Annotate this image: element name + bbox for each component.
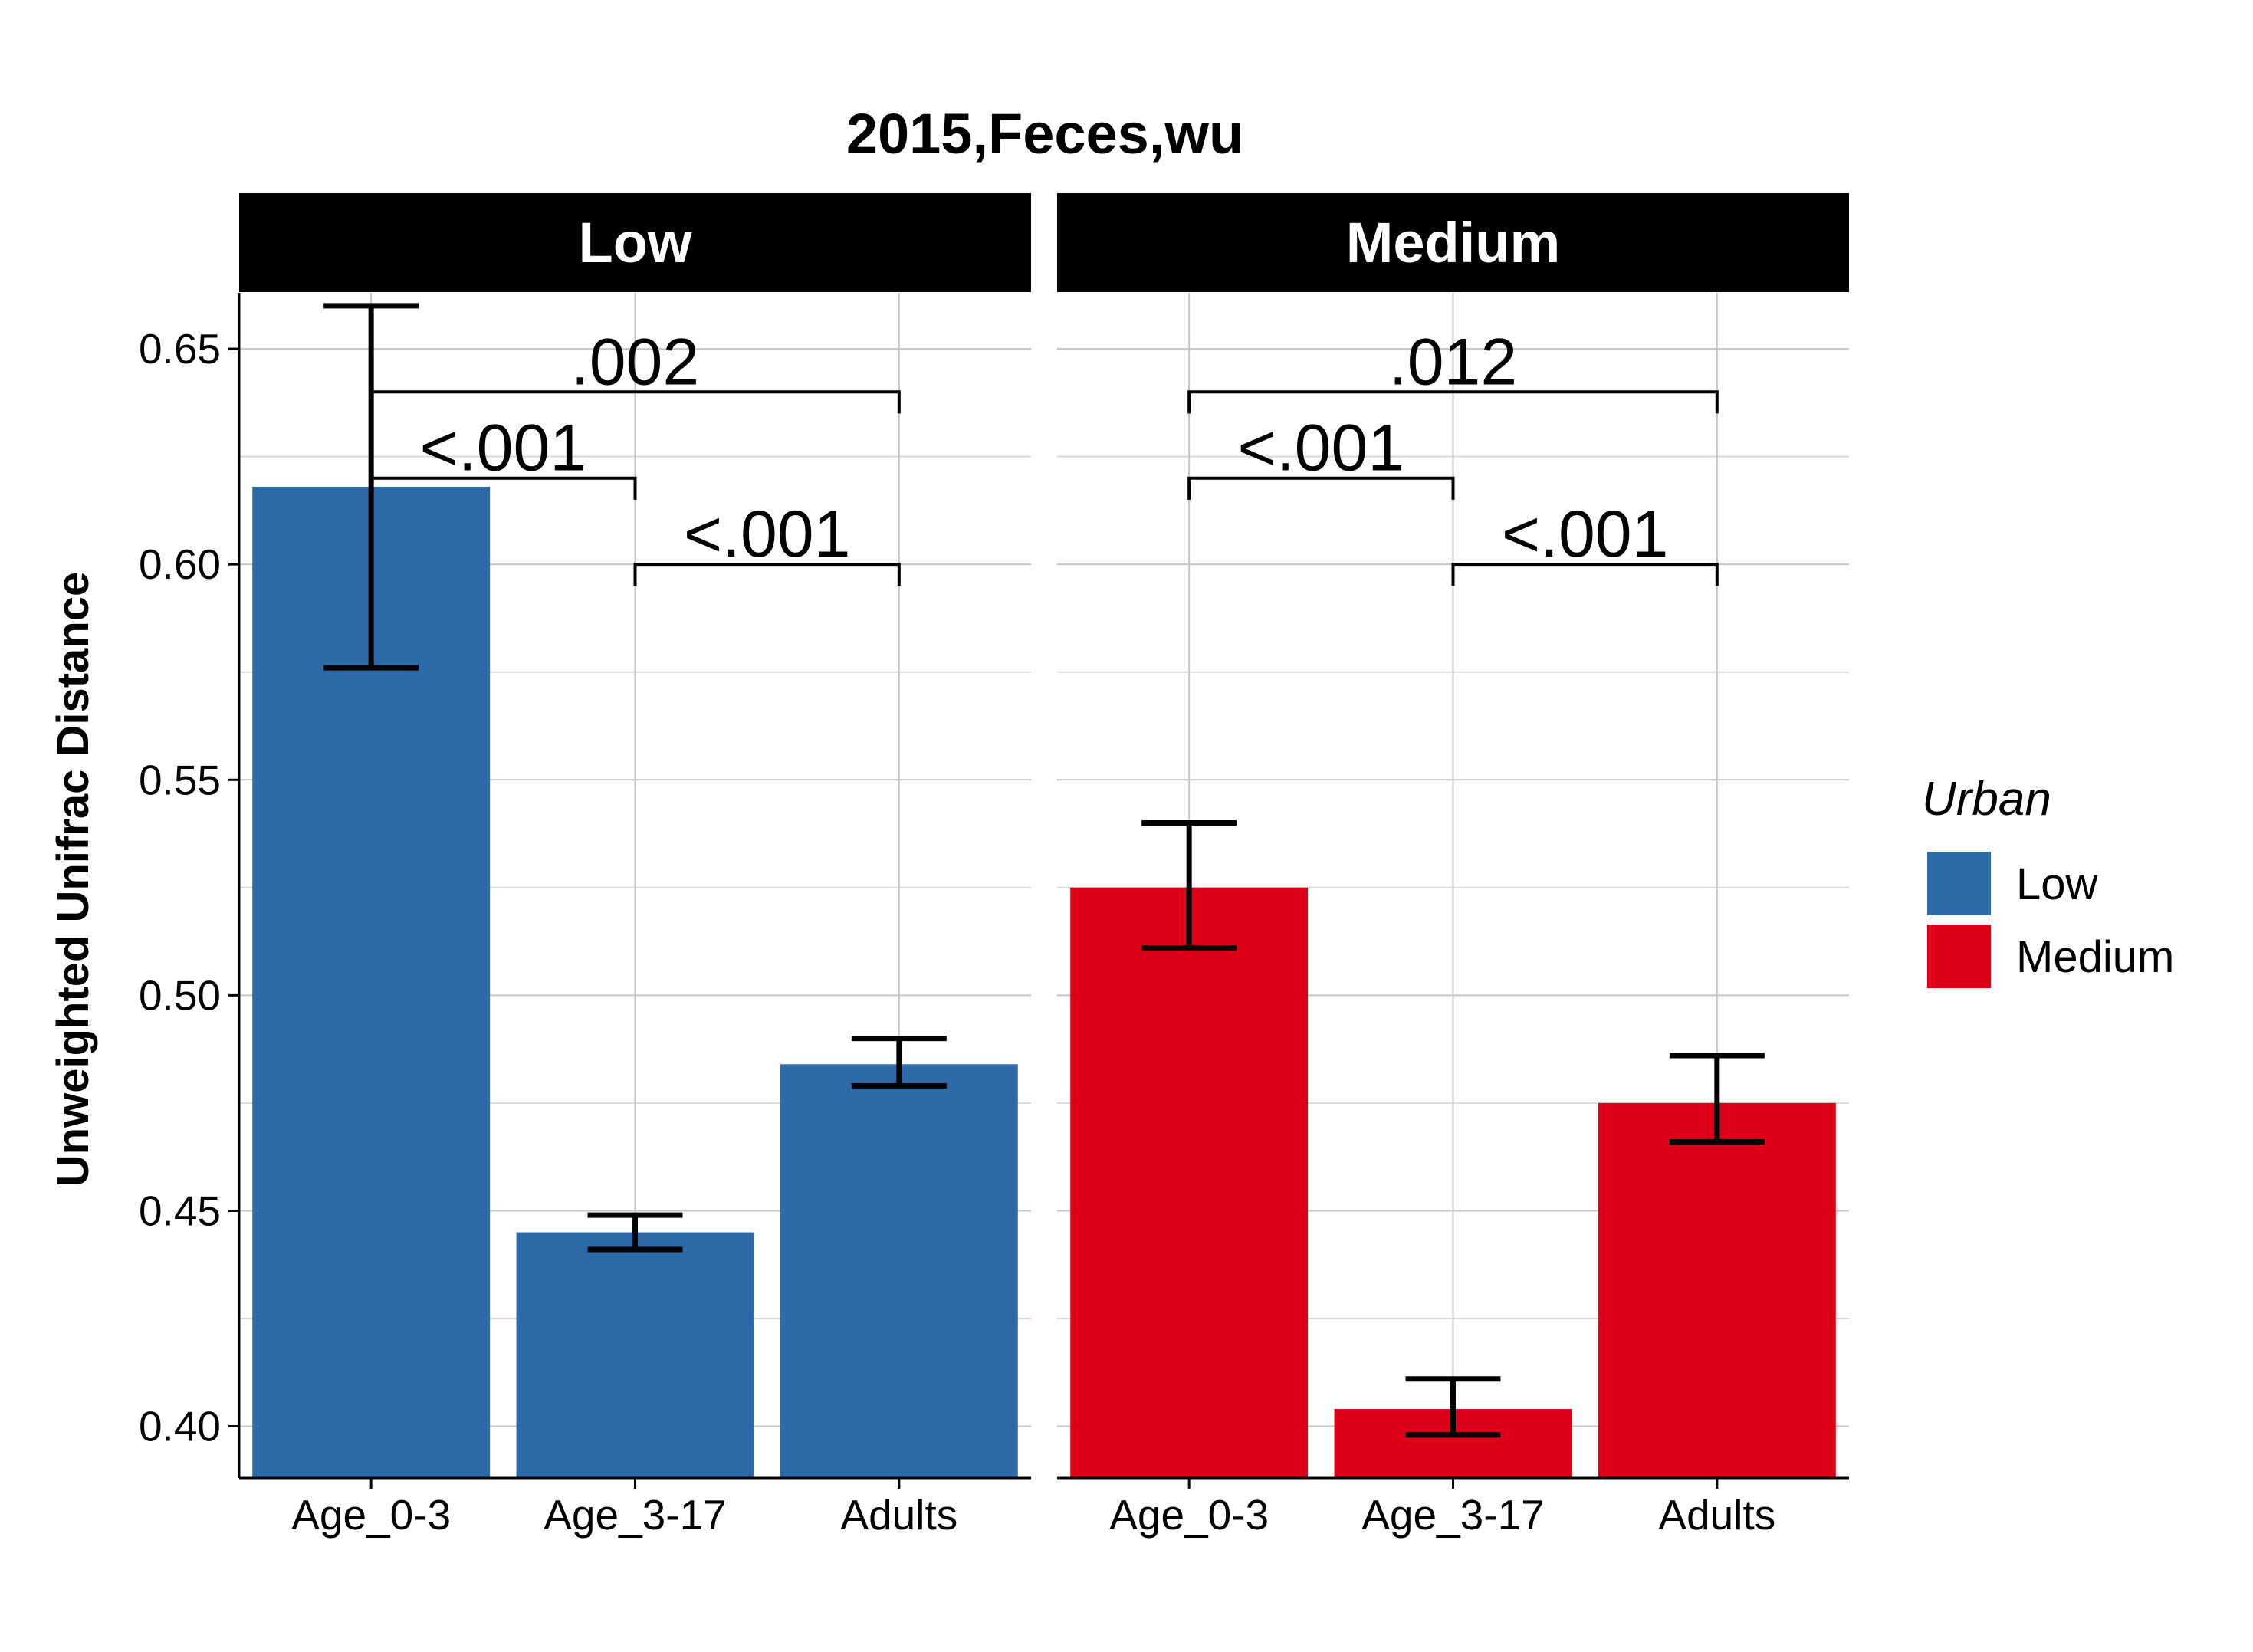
chart-title: 2015,Feces,wu: [846, 102, 1243, 166]
strip-label: Low: [579, 211, 692, 274]
legend: Urban Low Medium: [1922, 773, 2174, 988]
significance-bracket: [369, 390, 901, 414]
panel-low: Low .002 <.001 <.001 Age_0-3 Age_3-17 Adults: [239, 193, 1031, 1539]
y-tick-label: 0.40: [139, 1403, 221, 1450]
y-tick-label: 0.55: [139, 756, 221, 803]
strip-label: Medium: [1346, 211, 1561, 274]
bar: [1070, 887, 1309, 1478]
panel-medium: Medium .012 <.001 <.001 Age_0-3 Age_3-17 Adult…: [1057, 193, 1849, 1539]
p-value-label: <.001: [684, 498, 851, 571]
y-axis-title: Unweighted Unifrac Distance: [48, 572, 98, 1187]
p-value-label: <.001: [1502, 498, 1669, 571]
legend-items: Low Medium: [1927, 852, 2174, 988]
y-tick-label: 0.50: [139, 971, 221, 1019]
significance-bracket: [369, 476, 637, 500]
p-value-label: .002: [571, 325, 699, 399]
p-value-label: <.001: [1238, 412, 1405, 485]
bar: [780, 1064, 1018, 1478]
x-tick-label: Age_0-3: [1109, 1491, 1269, 1539]
strip-background: [239, 193, 1031, 292]
p-value-label: <.001: [420, 412, 587, 485]
strip-background: [1057, 193, 1849, 292]
x-tick-label: Age_0-3: [291, 1491, 451, 1539]
significance-bracket: [1187, 390, 1719, 414]
y-tick-label: 0.65: [139, 325, 221, 373]
x-tick-label: Adults: [1658, 1491, 1775, 1539]
p-value-label: .012: [1389, 325, 1517, 399]
y-tick-label: 0.60: [139, 540, 221, 588]
legend-title: Urban: [1922, 773, 2051, 826]
significance-bracket: [633, 563, 901, 586]
legend-label: Low: [2016, 859, 2099, 909]
legend-swatch: [1927, 852, 1991, 915]
legend-label: Medium: [2016, 932, 2174, 982]
y-axis: 0.40 0.45 0.50 0.55 0.60 0.65: [139, 293, 241, 1478]
legend-swatch: [1927, 925, 1991, 988]
y-tick-label: 0.45: [139, 1187, 221, 1234]
x-tick-label: Age_3-17: [544, 1491, 727, 1539]
significance-bracket: [1187, 476, 1455, 500]
bar: [516, 1232, 754, 1478]
x-tick-label: Adults: [840, 1491, 957, 1539]
bar: [1598, 1102, 1836, 1478]
significance-bracket: [1451, 563, 1719, 586]
x-tick-label: Age_3-17: [1361, 1491, 1545, 1539]
